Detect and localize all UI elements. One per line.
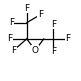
Text: F: F bbox=[65, 34, 71, 43]
Text: F: F bbox=[24, 4, 29, 13]
Text: F: F bbox=[11, 46, 16, 55]
Text: F: F bbox=[7, 34, 12, 43]
Text: F: F bbox=[9, 18, 14, 27]
Text: O: O bbox=[32, 46, 39, 55]
Text: F: F bbox=[51, 20, 56, 29]
Text: F: F bbox=[51, 47, 56, 56]
Text: F: F bbox=[38, 10, 43, 19]
